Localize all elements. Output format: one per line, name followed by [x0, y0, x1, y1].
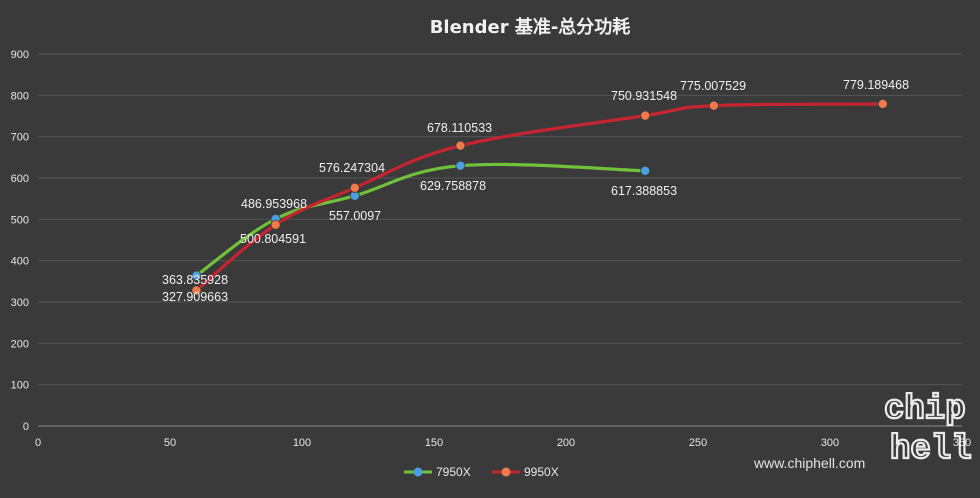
data-point-9950X [877, 98, 888, 109]
data-label: 327.909663 [162, 290, 228, 304]
data-label: 779.189468 [843, 78, 909, 92]
x-axis: 0 50 100 150 200 250 300 350 [35, 437, 971, 449]
x-tick-label: 100 [293, 437, 311, 449]
data-point-7950X [455, 160, 466, 171]
data-label: 557.0097 [329, 209, 381, 223]
watermark: www.chiphell.com chip hell [753, 390, 973, 471]
x-tick-label: 250 [689, 437, 707, 449]
x-tick-label: 150 [425, 437, 443, 449]
watermark-url: www.chiphell.com [753, 455, 865, 471]
x-tick-label: 300 [821, 437, 839, 449]
legend-marker-7950X [413, 467, 423, 477]
data-labels: 363.835928 500.804591 557.0097 629.758878 61… [162, 78, 909, 304]
data-point-9950X [191, 285, 202, 296]
data-point-9950X [708, 100, 719, 111]
chart-title: Blender 基准-总分功耗 [430, 16, 631, 38]
data-label: 486.953968 [241, 197, 307, 211]
watermark-logo-icon: chip hell [883, 390, 973, 470]
data-point-9950X [349, 182, 360, 193]
y-axis: 0 100 200 300 400 500 600 700 800 900 [11, 49, 29, 433]
data-label: 576.247304 [319, 161, 385, 175]
data-point-7950X [191, 270, 202, 281]
data-label: 750.931548 [611, 89, 677, 103]
y-tick-label: 300 [11, 297, 29, 309]
series-line-7950X [194, 162, 647, 278]
y-tick-label: 600 [11, 173, 29, 185]
y-tick-label: 500 [11, 214, 29, 226]
data-point-9950X [455, 140, 466, 151]
y-tick-label: 700 [11, 132, 29, 144]
y-tick-label: 900 [11, 49, 29, 61]
data-label: 775.007529 [680, 79, 746, 93]
data-label: 617.388853 [611, 184, 677, 198]
svg-text:chip: chip [884, 391, 966, 429]
data-point-7950X [640, 165, 651, 176]
data-label: 629.758878 [420, 179, 486, 193]
svg-text:hell: hell [890, 431, 972, 469]
legend-label: 7950X [436, 465, 471, 479]
y-tick-label: 0 [23, 421, 29, 433]
data-point-9950X [640, 110, 651, 121]
data-label: 363.835928 [162, 273, 228, 287]
data-label: 678.110533 [427, 121, 492, 135]
series-group [191, 98, 888, 296]
legend-label: 9950X [524, 465, 559, 479]
y-tick-label: 400 [11, 256, 29, 268]
grid-lines [38, 53, 962, 427]
y-tick-label: 800 [11, 90, 29, 102]
y-tick-label: 200 [11, 338, 29, 350]
data-label: 500.804591 [240, 232, 306, 246]
x-tick-label: 50 [164, 437, 176, 449]
data-point-9950X [270, 219, 281, 230]
x-tick-label: 0 [35, 437, 41, 449]
x-tick-label: 200 [557, 437, 575, 449]
legend-marker-9950X [501, 467, 511, 477]
y-tick-label: 100 [11, 380, 29, 392]
legend: 7950X 9950X [404, 465, 559, 479]
x-tick-label: 350 [953, 437, 971, 449]
